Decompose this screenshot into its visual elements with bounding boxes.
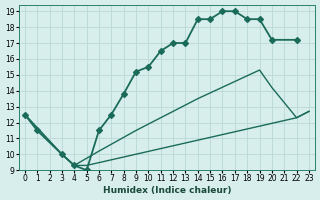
X-axis label: Humidex (Indice chaleur): Humidex (Indice chaleur): [103, 186, 231, 195]
